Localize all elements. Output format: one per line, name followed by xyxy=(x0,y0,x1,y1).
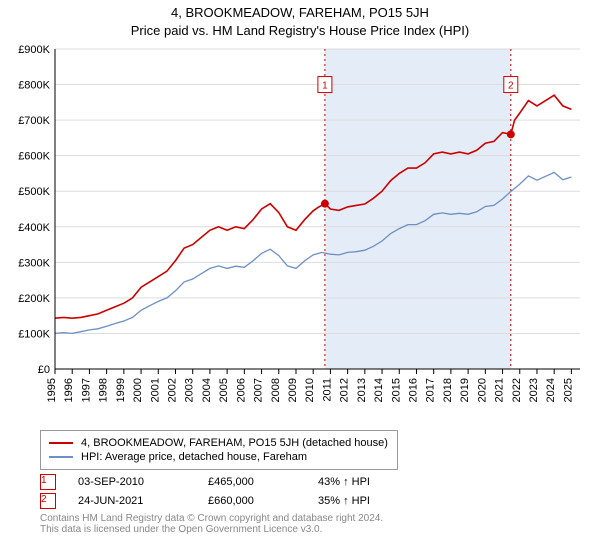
svg-text:£500K: £500K xyxy=(18,187,50,199)
svg-text:2019: 2019 xyxy=(459,378,471,402)
svg-text:2014: 2014 xyxy=(373,378,385,402)
tx-marker-icon: 1 xyxy=(40,474,56,490)
chart-area: £0 £100K £200K £300K £400K £500K £600K £700K £80… xyxy=(10,44,590,424)
svg-text:2010: 2010 xyxy=(304,378,316,402)
svg-text:2021: 2021 xyxy=(494,378,506,402)
svg-text:2020: 2020 xyxy=(476,378,488,402)
svg-text:2002: 2002 xyxy=(166,378,178,402)
tx-pct: 43% ↑ HPI xyxy=(318,476,413,488)
legend-item: HPI: Average price, detached house, Fare… xyxy=(49,451,389,463)
svg-text:1996: 1996 xyxy=(63,378,75,402)
svg-text:2024: 2024 xyxy=(545,378,557,402)
svg-text:2013: 2013 xyxy=(356,378,368,402)
svg-text:£100K: £100K xyxy=(18,329,50,341)
svg-text:2003: 2003 xyxy=(184,378,196,402)
legend-label: HPI: Average price, detached house, Fare… xyxy=(81,451,307,463)
legend-item: 4, BROOKMEADOW, FAREHAM, PO15 5JH (detac… xyxy=(49,437,389,449)
svg-text:2006: 2006 xyxy=(235,378,247,402)
title-line2: Price paid vs. HM Land Registry's House … xyxy=(0,22,600,40)
legend-swatch xyxy=(49,442,73,444)
svg-text:1995: 1995 xyxy=(46,378,58,402)
svg-text:2005: 2005 xyxy=(218,378,230,402)
svg-text:£600K: £600K xyxy=(18,151,50,163)
svg-text:2023: 2023 xyxy=(528,378,540,402)
svg-text:2009: 2009 xyxy=(287,378,299,402)
tx-price: £465,000 xyxy=(208,476,318,488)
svg-text:2016: 2016 xyxy=(407,378,419,402)
svg-text:2011: 2011 xyxy=(321,378,333,402)
legend-swatch xyxy=(49,456,73,458)
svg-text:2004: 2004 xyxy=(201,378,213,402)
tx-price: £660,000 xyxy=(208,495,318,507)
svg-text:£700K: £700K xyxy=(18,115,50,127)
table-row: 2 24-JUN-2021 £660,000 35% ↑ HPI xyxy=(40,493,590,509)
svg-text:2018: 2018 xyxy=(442,378,454,402)
svg-text:£800K: £800K xyxy=(18,80,50,92)
tx-date: 24-JUN-2021 xyxy=(78,495,208,507)
svg-text:£200K: £200K xyxy=(18,293,50,305)
chart-titles: 4, BROOKMEADOW, FAREHAM, PO15 5JH Price … xyxy=(0,0,600,40)
svg-text:2: 2 xyxy=(508,81,514,92)
svg-text:2008: 2008 xyxy=(270,378,282,402)
tx-date: 03-SEP-2010 xyxy=(78,476,208,488)
svg-text:2015: 2015 xyxy=(390,378,402,402)
table-row: 1 03-SEP-2010 £465,000 43% ↑ HPI xyxy=(40,474,590,490)
svg-text:2007: 2007 xyxy=(253,378,265,402)
transactions-table: 1 03-SEP-2010 £465,000 43% ↑ HPI 2 24-JU… xyxy=(40,474,590,509)
svg-text:2017: 2017 xyxy=(425,378,437,402)
svg-text:£900K: £900K xyxy=(18,44,50,56)
svg-text:1: 1 xyxy=(322,81,328,92)
svg-text:2012: 2012 xyxy=(339,378,351,402)
svg-text:£0: £0 xyxy=(38,364,50,376)
svg-text:1997: 1997 xyxy=(80,378,92,402)
svg-text:£300K: £300K xyxy=(18,258,50,270)
title-line1: 4, BROOKMEADOW, FAREHAM, PO15 5JH xyxy=(0,4,600,22)
svg-text:2022: 2022 xyxy=(511,378,523,402)
footer-line1: Contains HM Land Registry data © Crown c… xyxy=(40,513,590,524)
svg-text:£400K: £400K xyxy=(18,222,50,234)
chart-svg: £0 £100K £200K £300K £400K £500K £600K £700K £80… xyxy=(10,44,590,424)
legend-label: 4, BROOKMEADOW, FAREHAM, PO15 5JH (detac… xyxy=(81,437,388,449)
svg-text:2025: 2025 xyxy=(562,378,574,402)
svg-text:1998: 1998 xyxy=(98,378,110,402)
footer-line2: This data is licensed under the Open Gov… xyxy=(40,524,590,535)
svg-text:1999: 1999 xyxy=(115,378,127,402)
tx-pct: 35% ↑ HPI xyxy=(318,495,413,507)
svg-text:2000: 2000 xyxy=(132,378,144,402)
footer: Contains HM Land Registry data © Crown c… xyxy=(40,513,590,535)
tx-marker-icon: 2 xyxy=(40,493,56,509)
svg-text:2001: 2001 xyxy=(149,378,161,402)
legend: 4, BROOKMEADOW, FAREHAM, PO15 5JH (detac… xyxy=(40,430,398,470)
